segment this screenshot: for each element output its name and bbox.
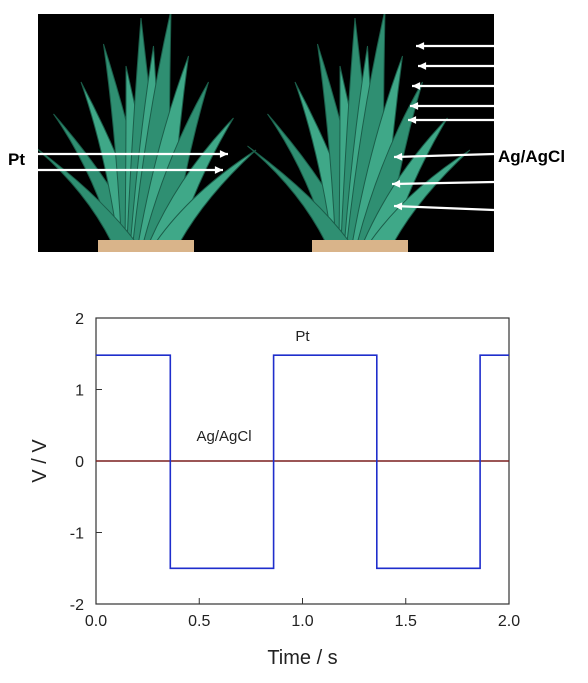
series-annotation: Pt <box>295 328 310 345</box>
arrow-head <box>394 202 403 211</box>
y-axis-title: V / V <box>29 439 51 483</box>
electrode-arrows <box>38 42 494 212</box>
electrode-arrow <box>393 152 494 159</box>
series-line-pt <box>96 354 509 570</box>
pt-electrode-label: Pt <box>8 150 25 169</box>
y-tick-label: -2 <box>70 597 84 614</box>
arrow-head <box>410 102 419 110</box>
arrow-head <box>214 166 223 174</box>
electrode-arrow <box>393 204 494 212</box>
plant-pot <box>98 240 194 252</box>
series-group <box>96 354 509 570</box>
aloe-leaf <box>247 145 351 243</box>
x-tick-label: 1.0 <box>291 613 313 630</box>
agagcl-electrode-label: Ag/AgCl <box>498 147 566 166</box>
y-tick-label: 2 <box>75 311 84 328</box>
arrow-head <box>412 82 421 90</box>
x-tick-label: 0.5 <box>188 613 210 630</box>
x-axis-title: Time / s <box>267 647 337 669</box>
arrow-head <box>394 152 403 161</box>
plant-pot <box>312 240 408 252</box>
voltage-chart: 0.0 0.5 1.0 1.5 2.0 2 1 0 -1 -2 Time / s V / V Pt… <box>29 311 520 669</box>
arrow-head <box>392 179 401 188</box>
axis-ticks: 0.0 0.5 1.0 1.5 2.0 2 1 0 -1 -2 <box>70 311 520 630</box>
y-tick-label: -1 <box>70 526 84 543</box>
series-annotation: Ag/AgCl <box>197 428 252 445</box>
aloe-leaf <box>38 148 137 243</box>
electrode-arrow <box>391 180 494 186</box>
aloe-photo <box>38 14 494 252</box>
x-tick-label: 0.0 <box>85 613 107 630</box>
aloe-plant-right <box>247 14 471 252</box>
aloe-leaf <box>369 149 471 243</box>
aloe-plant-left <box>38 14 257 252</box>
arrow-head <box>416 42 425 50</box>
series-annotations: Pt Ag/AgCl <box>197 328 311 445</box>
y-tick-label: 1 <box>75 383 84 400</box>
y-tick-label: 0 <box>75 454 84 471</box>
arrow-head <box>219 150 228 158</box>
aloe-leaf <box>155 149 257 243</box>
x-tick-label: 2.0 <box>498 613 520 630</box>
arrow-head <box>408 116 417 124</box>
aloe-photo-panel <box>38 14 494 252</box>
x-tick-label: 1.5 <box>395 613 417 630</box>
arrow-head <box>418 62 427 70</box>
